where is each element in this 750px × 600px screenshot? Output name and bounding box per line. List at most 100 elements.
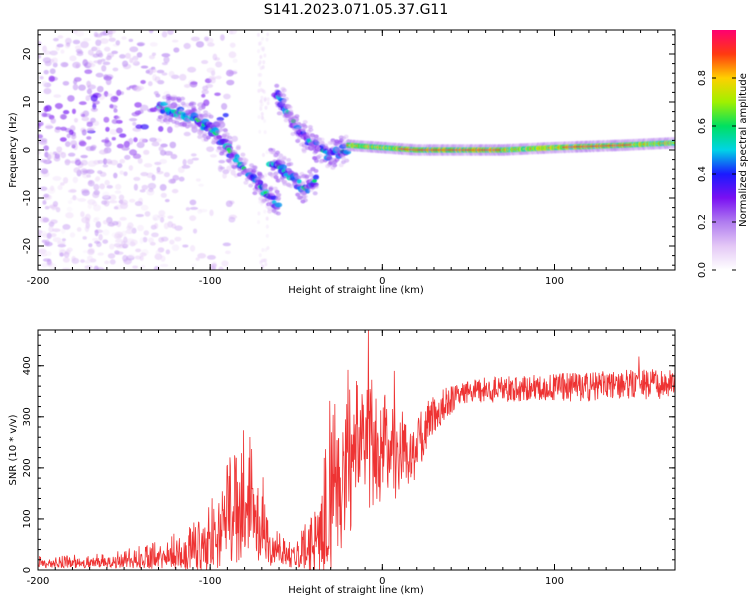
- spectrogram-cell: [76, 52, 84, 57]
- spectrogram-cell: [232, 150, 238, 155]
- spectrogram-cell: [109, 243, 115, 250]
- spectrogram-cell: [113, 206, 119, 210]
- spectrogram-cell: [56, 43, 64, 48]
- spectrogram-cell: [82, 236, 87, 240]
- spectrogram-cell: [93, 31, 98, 38]
- spectrogram-cell: [102, 191, 110, 199]
- spectrogram-cell: [99, 38, 109, 44]
- spectrogram-cell: [257, 49, 261, 54]
- spectrogram-cell: [278, 164, 288, 170]
- spectrogram-cell: [74, 159, 82, 166]
- spectrogram-cell: [134, 201, 143, 207]
- spectrogram-cell: [173, 47, 180, 53]
- spectrogram-cell: [174, 225, 183, 231]
- spectrogram-cell: [56, 104, 62, 110]
- spectrogram-cell: [114, 238, 124, 243]
- spectrogram-cell: [136, 52, 143, 58]
- colorbar-tick-label: 0.8: [697, 70, 708, 86]
- spectrogram-cell: [243, 158, 249, 163]
- spectrogram-cell: [134, 102, 142, 108]
- spectrogram-cell: [300, 181, 306, 186]
- spectrogram-cell: [87, 160, 97, 167]
- spectrogram-cell: [174, 120, 180, 125]
- spectrogram-cell: [87, 248, 95, 256]
- spectrogram-cell: [259, 40, 263, 45]
- spectrogram-cell: [52, 175, 62, 181]
- spectrogram-cell: [109, 103, 114, 109]
- x-tick-label: 100: [545, 276, 564, 287]
- spectrogram-cell: [206, 146, 215, 152]
- spectrogram-cell: [102, 220, 108, 225]
- spectrogram-cell: [161, 95, 167, 100]
- spectrogram-cell: [41, 112, 48, 118]
- spectrogram-cell: [161, 30, 168, 38]
- spectrogram-cell: [111, 50, 118, 55]
- spectrogram-cell: [43, 241, 53, 247]
- spectrogram-cell: [260, 36, 264, 41]
- spectrogram-cell: [42, 217, 50, 223]
- spectrogram-cell: [88, 63, 96, 68]
- spectrogram-cell: [180, 101, 186, 106]
- spectrogram-cell: [182, 158, 187, 166]
- spectrogram-cell: [80, 211, 85, 218]
- spectrogram-cell: [274, 150, 280, 155]
- spectrogram-cell: [62, 177, 69, 184]
- spectrogram-cell: [78, 84, 86, 91]
- spectrogram-cell: [135, 85, 145, 91]
- spectrogram-cell: [102, 164, 109, 168]
- spectrogram-cell: [60, 126, 67, 131]
- spectrogram-cell: [265, 216, 269, 221]
- spectrogram-cell: [73, 79, 78, 85]
- spectrogram-cell: [77, 198, 87, 202]
- spectrogram-cell: [281, 93, 287, 98]
- spectrogram-cell: [62, 80, 70, 86]
- colorbar-tick-label: 0.6: [697, 118, 708, 134]
- spectrogram-cell: [259, 99, 263, 104]
- spectrogram-cell: [140, 204, 149, 211]
- spectrogram-cell: [319, 141, 325, 146]
- spectrogram-cell: [67, 200, 73, 205]
- spectrogram-cell: [272, 153, 278, 158]
- spectrogram-cell: [130, 239, 138, 246]
- spectrogram-cell: [148, 30, 154, 34]
- spectrogram-cell: [113, 243, 122, 248]
- spectrogram-cell: [281, 99, 287, 104]
- spectrogram-cell: [92, 53, 100, 58]
- spectrogram-cell: [91, 201, 98, 207]
- spectrogram-cell: [41, 80, 48, 87]
- colorbar-tick-label: 0.4: [697, 166, 708, 182]
- spectrogram-cell: [154, 76, 161, 83]
- spectrogram-cell: [230, 169, 236, 176]
- spectrogram-cell: [84, 225, 90, 233]
- spectrogram-cell: [266, 246, 270, 251]
- spectrogram-cell: [159, 263, 169, 268]
- spectrogram-cell: [276, 196, 282, 201]
- spectrogram-cell: [132, 121, 137, 126]
- spectrogram-cell: [205, 135, 211, 140]
- spectrogram-cell: [185, 207, 191, 211]
- spectrogram-cell: [71, 108, 76, 115]
- spectrogram-cell: [252, 165, 258, 170]
- spectrogram-cell: [93, 120, 100, 126]
- spectrogram-cell: [81, 113, 86, 117]
- spectrogram-cell: [158, 210, 166, 217]
- spectrogram-cell: [201, 89, 209, 95]
- spectrogram-cell: [214, 57, 221, 61]
- spectrogram-cell: [40, 230, 47, 237]
- spectrogram-cell: [143, 149, 150, 155]
- spectrogram-cell: [105, 57, 111, 61]
- spectrogram-cell: [115, 40, 121, 46]
- spectrogram-cell: [159, 101, 169, 107]
- spectrogram-cell: [86, 136, 92, 140]
- spectrogram-cell: [139, 252, 147, 257]
- spectrogram-cell: [43, 105, 49, 113]
- x-tick-label: 100: [545, 576, 564, 587]
- spectrogram-cell: [115, 127, 123, 134]
- spectrogram-cell: [67, 189, 77, 193]
- spectrogram-cell: [228, 71, 238, 75]
- spectrogram-cell: [225, 200, 233, 208]
- spectrogram-cell: [258, 129, 262, 134]
- spectrogram-cell: [214, 92, 221, 96]
- spectrogram-cell: [274, 83, 280, 88]
- spectrogram-cell: [118, 194, 125, 201]
